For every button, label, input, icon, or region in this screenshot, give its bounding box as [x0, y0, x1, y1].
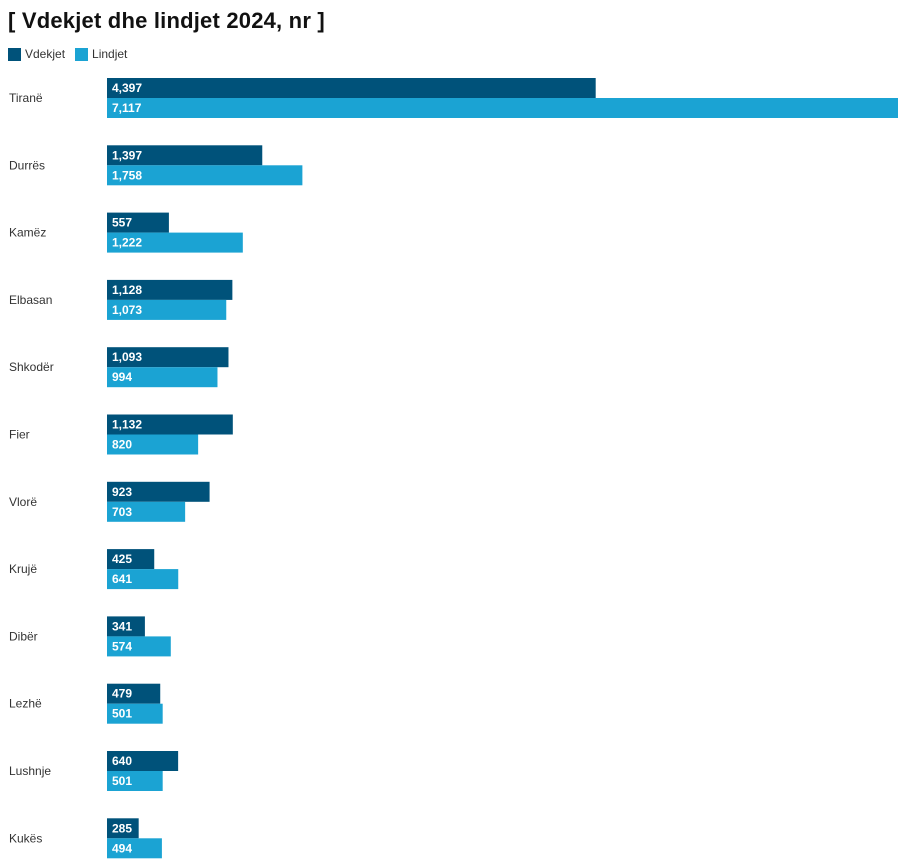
bar-lindjet-kruje[interactable]: [107, 569, 179, 590]
value-label-lindjet-shkoder: 994: [112, 370, 132, 384]
bar-group-lushnje: Lushnje 640 501: [9, 751, 179, 791]
value-label-lindjet-vlore: 703: [112, 505, 132, 519]
bar-lindjet-durres[interactable]: [107, 165, 303, 186]
bar-vdekjet-durres[interactable]: [107, 145, 263, 166]
value-label-lindjet-fier: 820: [112, 438, 132, 452]
legend-label-lindjet: Lindjet: [92, 47, 128, 61]
value-label-vdekjet-kamez: 557: [112, 216, 132, 230]
value-label-vdekjet-lezhe: 479: [112, 687, 132, 701]
bar-vdekjet-diber[interactable]: [107, 616, 145, 637]
value-label-lindjet-kruje: 641: [112, 572, 132, 586]
bar-group-fier: Fier 1,132 820: [9, 414, 233, 455]
bar-group-lezhe: Lezhë 479 501: [9, 683, 163, 724]
category-label-diber: Dibër: [9, 629, 38, 643]
category-label-tirane: Tiranë: [9, 91, 43, 105]
bar-vdekjet-kukes[interactable]: [107, 818, 139, 839]
bar-vdekjet-fier[interactable]: [107, 414, 233, 435]
bar-lindjet-kukes[interactable]: [107, 838, 162, 859]
bar-lindjet-elbasan[interactable]: [107, 299, 227, 320]
legend-label-vdekjet: Vdekjet: [25, 47, 66, 61]
category-label-kamez: Kamëz: [9, 226, 46, 240]
bar-lindjet-diber[interactable]: [107, 636, 171, 657]
bar-lindjet-lezhe[interactable]: [107, 703, 163, 724]
bar-lindjet-vlore[interactable]: [107, 501, 186, 522]
value-label-lindjet-lushnje: 501: [112, 774, 132, 788]
value-label-vdekjet-diber: 341: [112, 619, 132, 633]
legend-swatch-vdekjet: [8, 47, 21, 61]
chart-legend: Vdekjet Lindjet: [8, 47, 137, 61]
bar-group-diber: Dibër 341 574: [9, 616, 171, 657]
value-label-vdekjet-durres: 1,397: [112, 148, 142, 162]
value-label-vdekjet-tirane: 4,397: [112, 81, 142, 95]
bar-group-shkoder: Shkodër 1,093 994: [9, 347, 229, 388]
category-label-elbasan: Elbasan: [9, 293, 52, 307]
legend-item-lindjet[interactable]: Lindjet: [75, 47, 127, 61]
value-label-vdekjet-elbasan: 1,128: [112, 283, 142, 297]
bar-vdekjet-elbasan[interactable]: [107, 279, 233, 300]
chart-title: [ Vdekjet dhe lindjet 2024, nr ]: [8, 8, 325, 33]
bar-vdekjet-tirane[interactable]: [107, 78, 596, 98]
bar-group-elbasan: Elbasan 1,128 1,073: [9, 279, 233, 320]
bar-group-durres: Durrës 1,397 1,758: [9, 145, 303, 186]
bar-vdekjet-kamez[interactable]: [107, 212, 169, 233]
bar-lindjet-shkoder[interactable]: [107, 367, 218, 388]
bar-group-kamez: Kamëz 557 1,222: [9, 212, 243, 253]
value-label-vdekjet-fier: 1,132: [112, 418, 142, 432]
value-label-lindjet-kamez: 1,222: [112, 236, 142, 250]
value-label-lindjet-diber: 574: [112, 639, 132, 653]
bar-vdekjet-vlore[interactable]: [107, 481, 210, 502]
legend-item-vdekjet[interactable]: Vdekjet: [8, 47, 65, 61]
value-label-vdekjet-kukes: 285: [112, 821, 132, 835]
category-label-kruje: Krujë: [9, 562, 37, 576]
category-label-lezhe: Lezhë: [9, 697, 42, 711]
value-label-vdekjet-vlore: 923: [112, 485, 132, 499]
category-label-vlore: Vlorë: [9, 495, 37, 509]
bar-vdekjet-lezhe[interactable]: [107, 683, 161, 704]
legend-swatch-lindjet: [75, 47, 89, 61]
value-label-lindjet-durres: 1,758: [112, 168, 142, 182]
bar-group-kukes: Kukës 285 494: [9, 818, 162, 859]
value-label-vdekjet-kruje: 425: [112, 552, 132, 566]
category-label-durres: Durrës: [9, 158, 45, 172]
value-label-vdekjet-shkoder: 1,093: [112, 350, 142, 364]
bar-lindjet-tirane[interactable]: [107, 98, 898, 118]
category-label-shkoder: Shkodër: [9, 360, 54, 374]
bar-vdekjet-kruje[interactable]: [107, 549, 155, 570]
value-label-lindjet-kukes: 494: [112, 841, 132, 855]
bar-lindjet-fier[interactable]: [107, 434, 199, 455]
category-label-fier: Fier: [9, 428, 30, 442]
value-label-lindjet-lezhe: 501: [112, 707, 132, 721]
bar-group-kruje: Krujë 425 641: [9, 549, 179, 590]
category-label-kukes: Kukës: [9, 831, 42, 845]
value-label-lindjet-elbasan: 1,073: [112, 303, 142, 317]
category-label-lushnje: Lushnje: [9, 764, 51, 778]
bar-lindjet-lushnje[interactable]: [107, 771, 163, 791]
value-label-vdekjet-lushnje: 640: [112, 754, 132, 768]
bar-vdekjet-lushnje[interactable]: [107, 751, 179, 771]
bar-group-vlore: Vlorë 923 703: [9, 481, 210, 522]
bar-group-tirane: Tiranë 4,397 7,117: [9, 78, 898, 118]
value-label-lindjet-tirane: 7,117: [112, 101, 142, 115]
bar-vdekjet-shkoder[interactable]: [107, 347, 229, 368]
bar-lindjet-kamez[interactable]: [107, 232, 243, 253]
